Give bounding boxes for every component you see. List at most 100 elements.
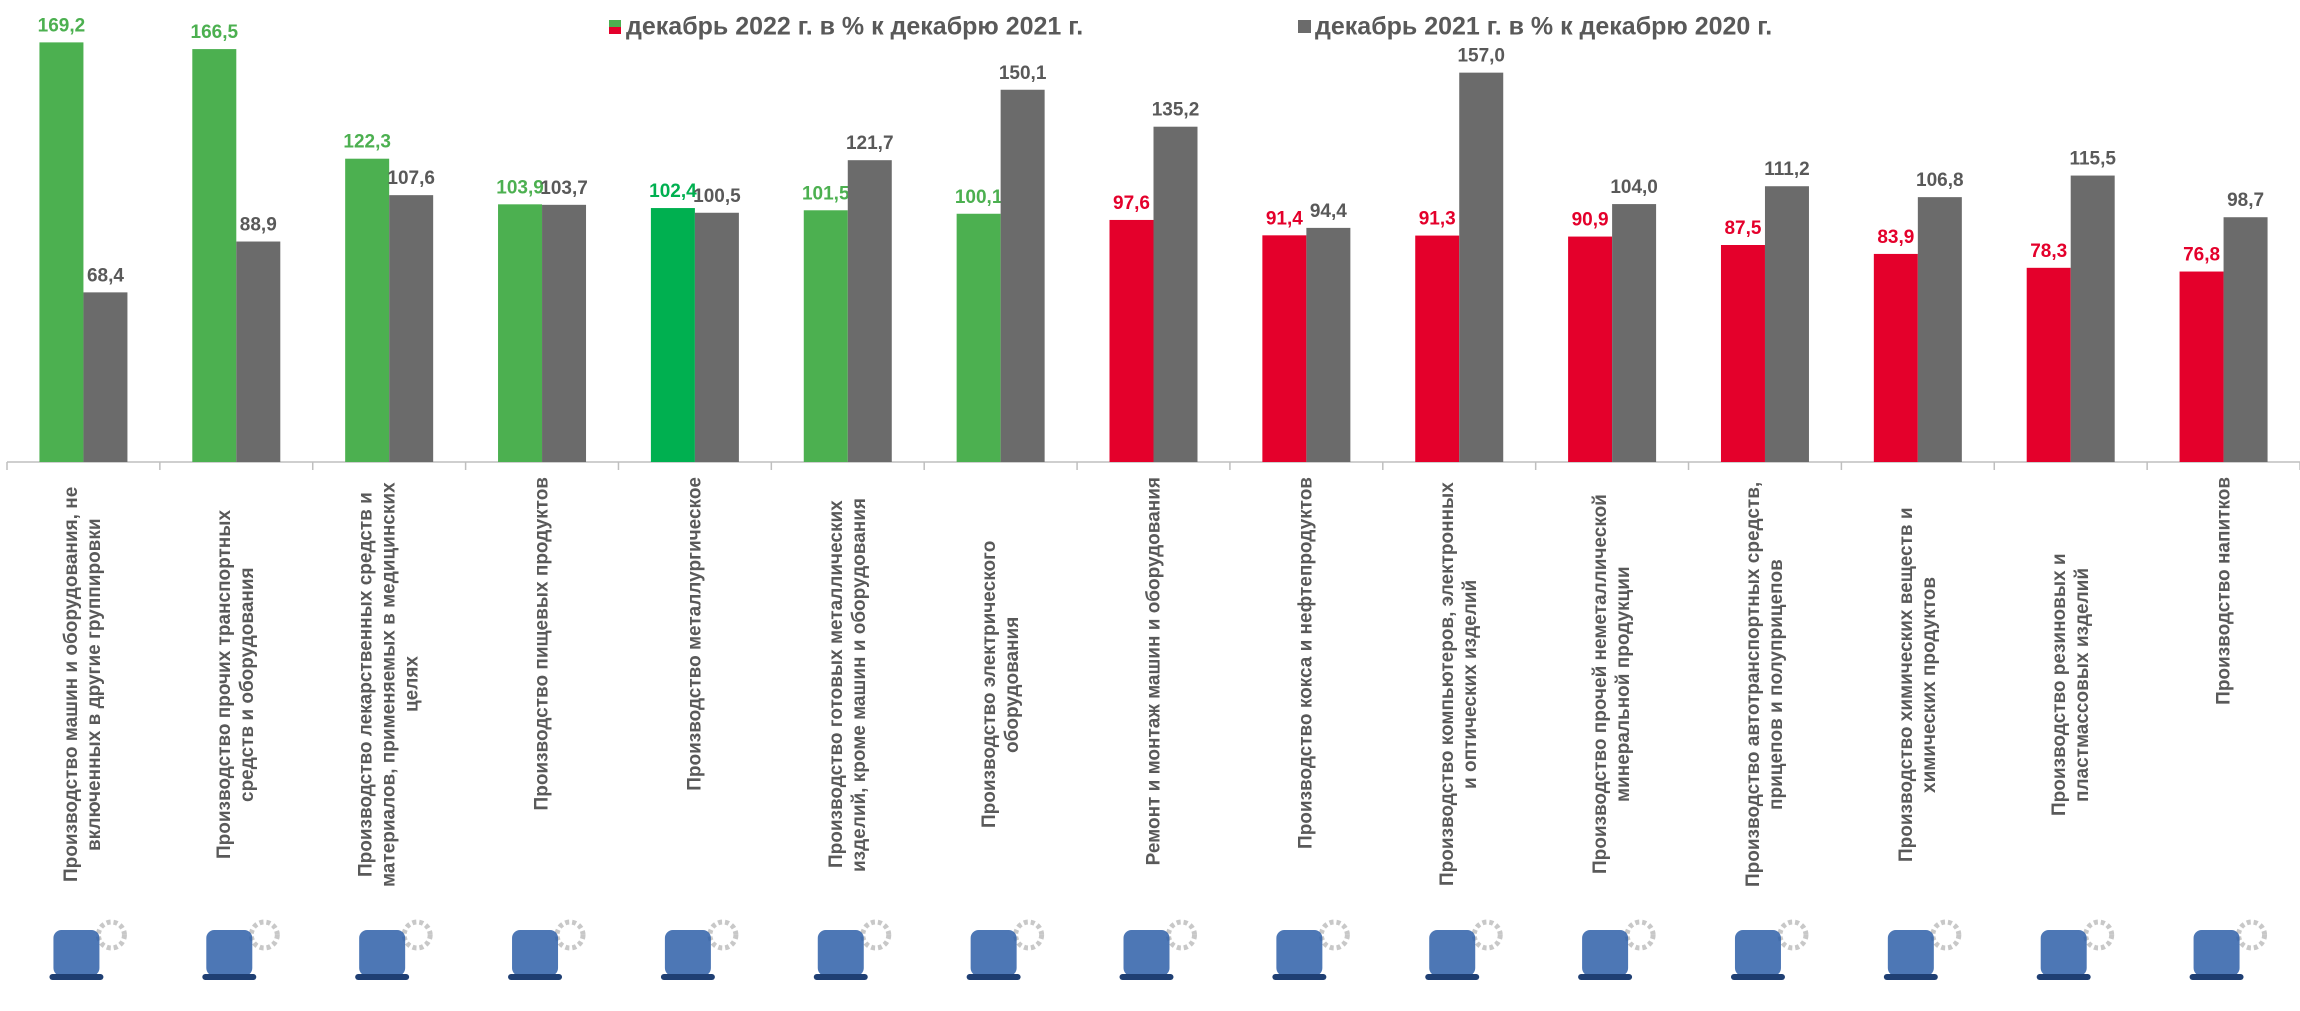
data-label: 100,1 bbox=[955, 187, 1003, 208]
bar bbox=[1154, 127, 1198, 462]
bar bbox=[345, 159, 389, 462]
category-label: Производство прочих транспортных средств… bbox=[213, 477, 259, 892]
icon-gear bbox=[1627, 922, 1653, 948]
category-label: Производство металлургическое bbox=[683, 477, 706, 791]
icon-gear bbox=[1780, 922, 1806, 948]
category-label: Производство напитков bbox=[2212, 477, 2235, 705]
bar bbox=[498, 204, 542, 462]
bar bbox=[2224, 217, 2268, 462]
icon-base bbox=[1884, 974, 1938, 980]
icon-base bbox=[355, 974, 409, 980]
data-label: 78,3 bbox=[2030, 241, 2067, 262]
icon-gear bbox=[1016, 922, 1042, 948]
data-label: 150,1 bbox=[999, 63, 1047, 84]
icon-base bbox=[1731, 974, 1785, 980]
data-label: 103,7 bbox=[540, 178, 588, 199]
category-label: Производство кокса и нефтепродуктов bbox=[1295, 477, 1318, 849]
data-label: 76,8 bbox=[2183, 245, 2220, 266]
data-label: 88,9 bbox=[240, 215, 277, 236]
data-label: 102,4 bbox=[649, 181, 697, 202]
data-label: 106,8 bbox=[1916, 170, 1964, 191]
legend-label: декабрь 2021 г. в % к декабрю 2020 г. bbox=[1315, 13, 1772, 41]
bar bbox=[1765, 186, 1809, 462]
data-label: 135,2 bbox=[1152, 100, 1200, 121]
category-label: Производство автотранспортных средств, п… bbox=[1742, 477, 1788, 892]
icon bbox=[1276, 930, 1322, 976]
data-label: 90,9 bbox=[1572, 210, 1609, 231]
icon-base bbox=[814, 974, 868, 980]
icon bbox=[359, 930, 405, 976]
category-label: Ремонт и монтаж машин и оборудования bbox=[1142, 477, 1165, 865]
icon-base bbox=[967, 974, 1021, 980]
data-label: 91,3 bbox=[1419, 209, 1456, 230]
icon-gear bbox=[2086, 922, 2112, 948]
icon-gear bbox=[1321, 922, 1347, 948]
bar bbox=[192, 49, 236, 462]
data-label: 115,5 bbox=[2069, 149, 2116, 170]
icon-gear bbox=[710, 922, 736, 948]
data-label: 83,9 bbox=[1877, 227, 1914, 248]
icon bbox=[1735, 930, 1781, 976]
legend-marker bbox=[609, 20, 621, 27]
bar bbox=[1001, 90, 1045, 462]
icon bbox=[1582, 930, 1628, 976]
bar bbox=[1415, 236, 1459, 462]
bar bbox=[848, 160, 892, 462]
data-label: 104,0 bbox=[1610, 177, 1658, 198]
category-label: Производство электрического оборудования bbox=[978, 477, 1024, 892]
legend-marker bbox=[609, 27, 621, 34]
bar bbox=[695, 213, 739, 462]
data-label: 107,6 bbox=[387, 168, 435, 189]
icon bbox=[1429, 930, 1475, 976]
category-label: Производство химических веществ и химиче… bbox=[1895, 477, 1941, 892]
bar bbox=[389, 195, 433, 462]
bar bbox=[1874, 254, 1918, 462]
bar bbox=[542, 205, 586, 462]
icon-base bbox=[1272, 974, 1326, 980]
category-label: Производство лекарственных средств и мат… bbox=[355, 477, 424, 892]
icon-gear bbox=[251, 922, 277, 948]
bar bbox=[957, 214, 1001, 462]
data-label: 94,4 bbox=[1310, 201, 1347, 222]
bar bbox=[39, 42, 83, 462]
category-label: Производство машин и оборудования, не вк… bbox=[60, 477, 106, 892]
icon-base bbox=[661, 974, 715, 980]
legend-marker bbox=[1298, 20, 1311, 33]
icon bbox=[971, 930, 1017, 976]
page: {"chart_data": {"type": "bar", "categori… bbox=[0, 0, 2300, 1011]
data-label: 91,4 bbox=[1266, 208, 1303, 229]
icon-base bbox=[2037, 974, 2091, 980]
bar bbox=[1262, 235, 1306, 462]
icon-base bbox=[49, 974, 103, 980]
icon-gear bbox=[1474, 922, 1500, 948]
icon-gear bbox=[1933, 922, 1959, 948]
icon bbox=[2194, 930, 2240, 976]
category-label: Производство готовых металлических издел… bbox=[825, 477, 871, 892]
icon bbox=[1888, 930, 1934, 976]
data-label: 98,7 bbox=[2227, 190, 2264, 211]
icon-gear bbox=[557, 922, 583, 948]
icon bbox=[512, 930, 558, 976]
data-label: 100,5 bbox=[693, 186, 741, 207]
data-label: 166,5 bbox=[191, 22, 239, 43]
bar bbox=[236, 242, 280, 462]
data-label: 111,2 bbox=[1764, 159, 1809, 180]
icon-gear bbox=[404, 922, 430, 948]
icon-base bbox=[1578, 974, 1632, 980]
bar bbox=[2027, 268, 2071, 462]
bar bbox=[651, 208, 695, 462]
icon-base bbox=[508, 974, 562, 980]
bar bbox=[2071, 176, 2115, 462]
bar bbox=[1568, 237, 1612, 462]
icon-gear bbox=[2239, 922, 2265, 948]
bar bbox=[83, 292, 127, 462]
icon-gear bbox=[1169, 922, 1195, 948]
data-label: 68,4 bbox=[87, 265, 124, 286]
data-label: 122,3 bbox=[343, 132, 391, 153]
category-label: Производство резиновых и пластмассовых и… bbox=[2048, 477, 2094, 892]
category-label: Производство компьютеров, электронных и … bbox=[1436, 477, 1482, 892]
data-label: 157,0 bbox=[1457, 46, 1505, 67]
icon bbox=[53, 930, 99, 976]
icon bbox=[206, 930, 252, 976]
icon bbox=[665, 930, 711, 976]
